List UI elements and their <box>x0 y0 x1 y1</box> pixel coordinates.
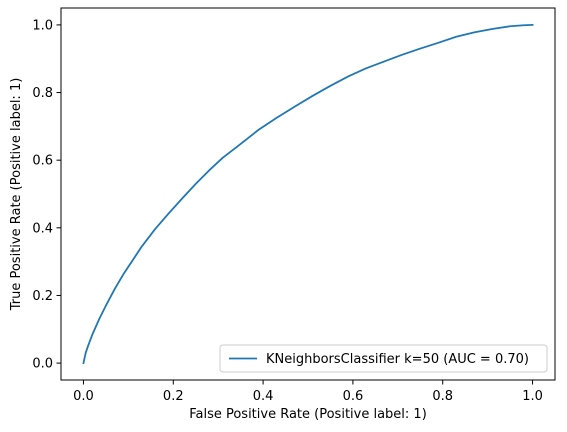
x-tick-label: 0.8 <box>432 389 453 404</box>
y-axis-label: True Positive Rate (Positive label: 1) <box>9 78 24 312</box>
roc-curve-line <box>82 23 534 365</box>
plot-area <box>60 7 556 381</box>
y-tick-label: 0.6 <box>32 154 53 169</box>
y-tick-label: 0.2 <box>32 289 53 304</box>
x-tick-label: 0.4 <box>253 389 274 404</box>
y-tick-label: 0.8 <box>32 86 53 101</box>
x-tick-label: 0.2 <box>163 389 184 404</box>
legend-label: KNeighborsClassifier k=50 (AUC = 0.70) <box>266 352 529 367</box>
y-axis: 0.0 0.2 0.4 0.6 0.8 1.0 <box>32 18 61 372</box>
x-axis: 0.0 0.2 0.4 0.6 0.8 1.0 <box>73 380 543 404</box>
y-tick-label: 0.0 <box>32 357 53 372</box>
axes-frame <box>60 7 556 381</box>
x-tick-label: 1.0 <box>522 389 543 404</box>
legend: KNeighborsClassifier k=50 (AUC = 0.70) <box>219 344 548 373</box>
y-tick-label: 1.0 <box>32 18 53 33</box>
x-tick-label: 0.0 <box>73 389 94 404</box>
y-tick-label: 0.4 <box>32 221 53 236</box>
x-axis-label: False Positive Rate (Positive label: 1) <box>189 407 427 422</box>
x-tick-label: 0.6 <box>343 389 364 404</box>
legend-box <box>219 344 548 373</box>
